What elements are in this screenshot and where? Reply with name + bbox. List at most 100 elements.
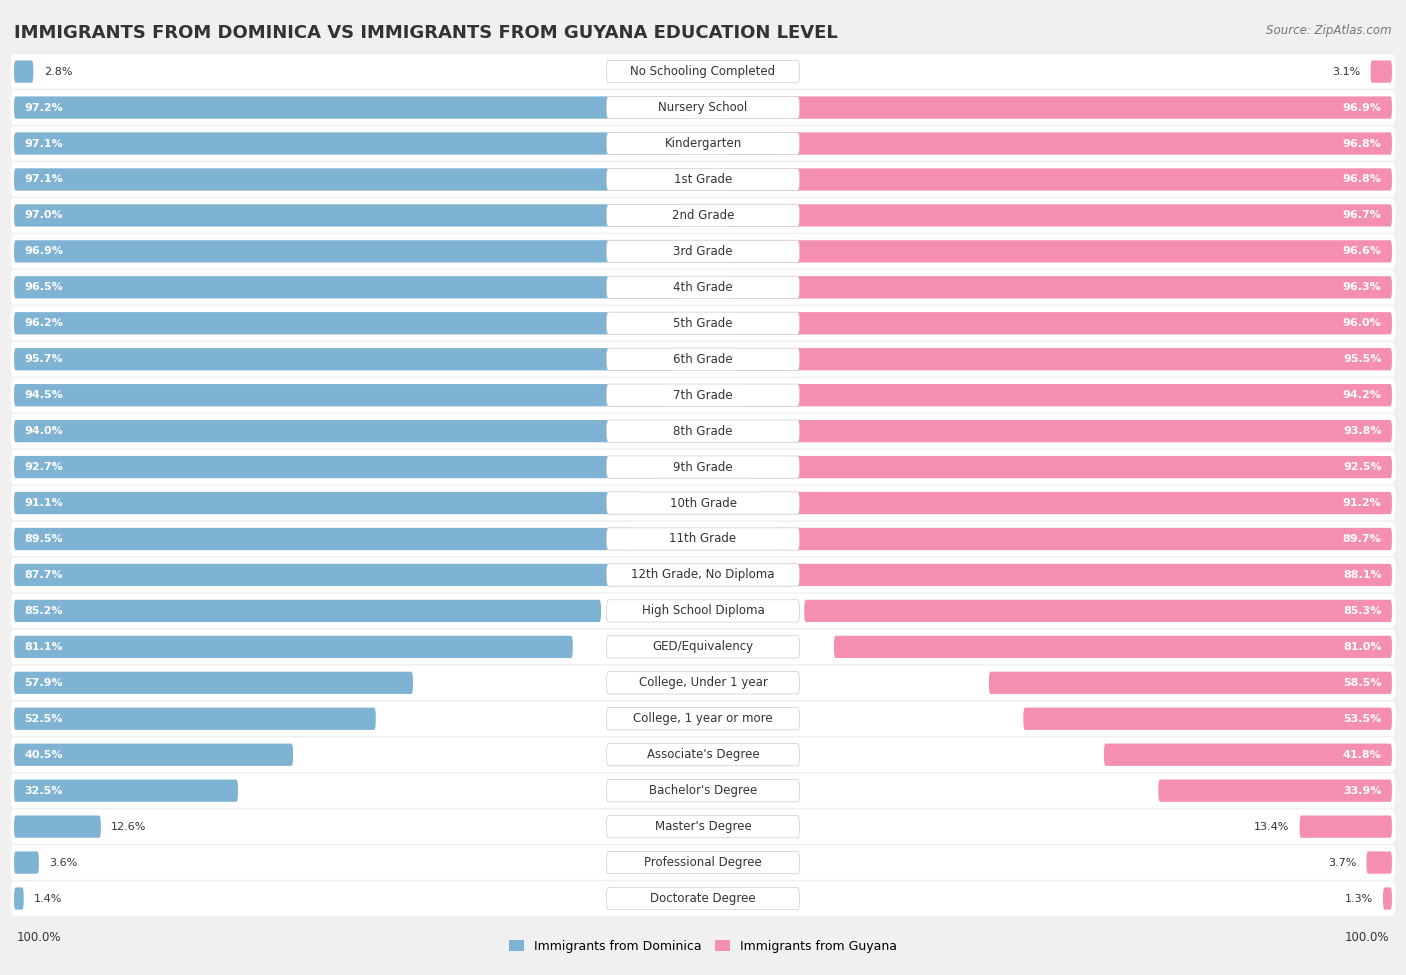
FancyBboxPatch shape xyxy=(11,270,1395,304)
Text: 3.6%: 3.6% xyxy=(49,858,77,868)
FancyBboxPatch shape xyxy=(1367,851,1392,874)
FancyBboxPatch shape xyxy=(11,558,1395,592)
FancyBboxPatch shape xyxy=(14,708,375,730)
Text: 89.7%: 89.7% xyxy=(1343,534,1382,544)
FancyBboxPatch shape xyxy=(606,312,800,334)
Text: 97.1%: 97.1% xyxy=(24,138,63,148)
FancyBboxPatch shape xyxy=(14,564,619,586)
Text: 97.1%: 97.1% xyxy=(24,175,63,184)
FancyBboxPatch shape xyxy=(606,456,800,478)
FancyBboxPatch shape xyxy=(14,780,238,801)
Text: 92.7%: 92.7% xyxy=(24,462,63,472)
Text: 87.7%: 87.7% xyxy=(24,570,63,580)
Text: 97.2%: 97.2% xyxy=(24,102,63,112)
Text: Nursery School: Nursery School xyxy=(658,101,748,114)
FancyBboxPatch shape xyxy=(1371,60,1392,83)
FancyBboxPatch shape xyxy=(606,780,800,801)
Text: 96.2%: 96.2% xyxy=(24,318,63,329)
Text: 94.5%: 94.5% xyxy=(24,390,63,400)
FancyBboxPatch shape xyxy=(763,492,1392,514)
Text: High School Diploma: High School Diploma xyxy=(641,604,765,617)
FancyBboxPatch shape xyxy=(11,845,1395,879)
Text: Kindergarten: Kindergarten xyxy=(665,137,741,150)
FancyBboxPatch shape xyxy=(728,276,1392,298)
Text: IMMIGRANTS FROM DOMINICA VS IMMIGRANTS FROM GUYANA EDUCATION LEVEL: IMMIGRANTS FROM DOMINICA VS IMMIGRANTS F… xyxy=(14,24,838,42)
FancyBboxPatch shape xyxy=(834,636,1392,658)
Text: 52.5%: 52.5% xyxy=(24,714,63,723)
FancyBboxPatch shape xyxy=(11,773,1395,808)
FancyBboxPatch shape xyxy=(1159,780,1392,801)
Text: Source: ZipAtlas.com: Source: ZipAtlas.com xyxy=(1267,24,1392,37)
Text: 96.3%: 96.3% xyxy=(1343,283,1382,292)
Text: 10th Grade: 10th Grade xyxy=(669,496,737,510)
FancyBboxPatch shape xyxy=(14,744,292,765)
FancyBboxPatch shape xyxy=(14,527,631,550)
FancyBboxPatch shape xyxy=(606,708,800,730)
FancyBboxPatch shape xyxy=(606,276,800,298)
FancyBboxPatch shape xyxy=(1024,708,1392,730)
FancyBboxPatch shape xyxy=(606,527,800,550)
Text: 100.0%: 100.0% xyxy=(17,931,62,944)
Text: 41.8%: 41.8% xyxy=(1343,750,1382,760)
FancyBboxPatch shape xyxy=(11,55,1395,89)
FancyBboxPatch shape xyxy=(606,744,800,765)
FancyBboxPatch shape xyxy=(734,348,1392,370)
Text: 96.6%: 96.6% xyxy=(1343,247,1382,256)
FancyBboxPatch shape xyxy=(11,881,1395,916)
Text: 1.3%: 1.3% xyxy=(1344,893,1372,904)
FancyBboxPatch shape xyxy=(14,420,662,443)
FancyBboxPatch shape xyxy=(11,449,1395,485)
FancyBboxPatch shape xyxy=(11,666,1395,700)
FancyBboxPatch shape xyxy=(14,492,641,514)
FancyBboxPatch shape xyxy=(606,887,800,910)
FancyBboxPatch shape xyxy=(606,169,800,190)
FancyBboxPatch shape xyxy=(785,564,1392,586)
FancyBboxPatch shape xyxy=(1104,744,1392,765)
Text: 85.3%: 85.3% xyxy=(1343,605,1382,616)
Text: 81.0%: 81.0% xyxy=(1343,642,1382,652)
Text: Master's Degree: Master's Degree xyxy=(655,820,751,833)
Text: 94.0%: 94.0% xyxy=(24,426,63,436)
Text: 94.2%: 94.2% xyxy=(1343,390,1382,400)
FancyBboxPatch shape xyxy=(11,126,1395,161)
FancyBboxPatch shape xyxy=(606,636,800,658)
FancyBboxPatch shape xyxy=(606,97,800,119)
FancyBboxPatch shape xyxy=(14,384,665,407)
FancyBboxPatch shape xyxy=(727,240,1392,262)
FancyBboxPatch shape xyxy=(606,240,800,262)
FancyBboxPatch shape xyxy=(11,630,1395,664)
FancyBboxPatch shape xyxy=(606,851,800,874)
Text: 11th Grade: 11th Grade xyxy=(669,532,737,545)
FancyBboxPatch shape xyxy=(14,636,572,658)
Text: 85.2%: 85.2% xyxy=(24,605,63,616)
Text: 5th Grade: 5th Grade xyxy=(673,317,733,330)
Text: Doctorate Degree: Doctorate Degree xyxy=(650,892,756,905)
Text: 13.4%: 13.4% xyxy=(1254,822,1289,832)
FancyBboxPatch shape xyxy=(606,815,800,838)
Text: 32.5%: 32.5% xyxy=(24,786,63,796)
Text: 6th Grade: 6th Grade xyxy=(673,353,733,366)
FancyBboxPatch shape xyxy=(11,378,1395,412)
Text: 1st Grade: 1st Grade xyxy=(673,173,733,186)
Text: 96.9%: 96.9% xyxy=(1343,102,1382,112)
FancyBboxPatch shape xyxy=(11,594,1395,628)
FancyBboxPatch shape xyxy=(11,306,1395,340)
FancyBboxPatch shape xyxy=(1299,815,1392,838)
Text: 93.8%: 93.8% xyxy=(1343,426,1382,436)
Text: 97.0%: 97.0% xyxy=(24,211,63,220)
FancyBboxPatch shape xyxy=(11,91,1395,125)
FancyBboxPatch shape xyxy=(11,342,1395,376)
Legend: Immigrants from Dominica, Immigrants from Guyana: Immigrants from Dominica, Immigrants fro… xyxy=(505,935,901,957)
FancyBboxPatch shape xyxy=(606,420,800,443)
FancyBboxPatch shape xyxy=(14,312,676,334)
FancyBboxPatch shape xyxy=(731,312,1392,334)
FancyBboxPatch shape xyxy=(606,205,800,226)
Text: Associate's Degree: Associate's Degree xyxy=(647,748,759,761)
Text: 91.2%: 91.2% xyxy=(1343,498,1382,508)
FancyBboxPatch shape xyxy=(14,169,683,190)
FancyBboxPatch shape xyxy=(11,162,1395,197)
Text: 89.5%: 89.5% xyxy=(24,534,63,544)
FancyBboxPatch shape xyxy=(773,527,1392,550)
FancyBboxPatch shape xyxy=(14,851,39,874)
Text: 2.8%: 2.8% xyxy=(44,66,72,77)
